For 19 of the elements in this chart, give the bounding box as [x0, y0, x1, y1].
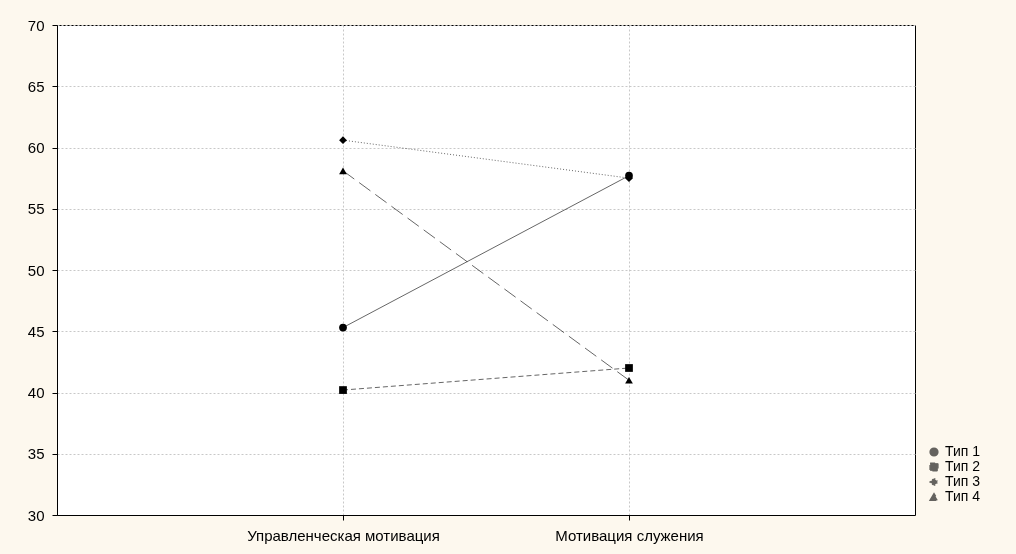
legend-label: Тип 2: [945, 458, 981, 474]
x-tick-label: Мотивация служения: [555, 526, 704, 544]
point: [339, 136, 347, 145]
point: [625, 364, 633, 372]
y-tick-label: 35: [27, 445, 45, 463]
y-tick-label: 55: [27, 200, 45, 218]
y-tick-label: 65: [27, 77, 45, 95]
point: [339, 323, 347, 332]
legend-label: Тип 3: [945, 473, 981, 489]
y-tick-label: 45: [27, 322, 45, 340]
x-tick-label: Управленческая мотивация: [247, 526, 440, 544]
point: [339, 386, 347, 394]
y-tick-label: 40: [27, 384, 45, 401]
y-tick-label: 60: [27, 139, 45, 156]
y-tick-label: 70: [27, 16, 45, 34]
y-tick-label: 30: [27, 506, 45, 524]
y-tick-label: 50: [27, 261, 45, 279]
legend-label: Тип 1: [945, 443, 981, 459]
legend-label: Тип 4: [945, 488, 981, 504]
